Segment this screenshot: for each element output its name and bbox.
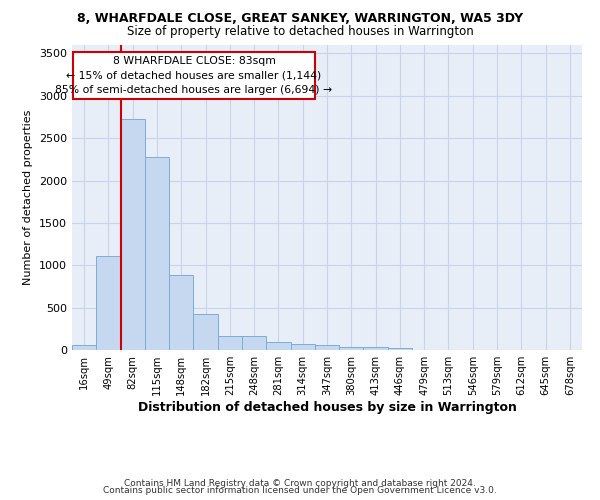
Bar <box>364 347 388 350</box>
Bar <box>169 276 193 350</box>
Text: 8 WHARFDALE CLOSE: 83sqm
← 15% of detached houses are smaller (1,144)
85% of sem: 8 WHARFDALE CLOSE: 83sqm ← 15% of detach… <box>55 56 332 96</box>
Text: Contains public sector information licensed under the Open Government Licence v3: Contains public sector information licen… <box>103 486 497 495</box>
Bar <box>73 52 315 99</box>
Bar <box>242 336 266 350</box>
Bar <box>339 346 364 350</box>
Bar <box>266 342 290 350</box>
Bar <box>193 314 218 350</box>
Y-axis label: Number of detached properties: Number of detached properties <box>23 110 34 285</box>
Bar <box>72 346 96 350</box>
X-axis label: Distribution of detached houses by size in Warrington: Distribution of detached houses by size … <box>137 401 517 414</box>
Bar <box>388 348 412 350</box>
Bar <box>145 157 169 350</box>
Text: Contains HM Land Registry data © Crown copyright and database right 2024.: Contains HM Land Registry data © Crown c… <box>124 478 476 488</box>
Text: Size of property relative to detached houses in Warrington: Size of property relative to detached ho… <box>127 25 473 38</box>
Bar <box>315 346 339 350</box>
Bar <box>218 336 242 350</box>
Bar <box>290 344 315 350</box>
Text: 8, WHARFDALE CLOSE, GREAT SANKEY, WARRINGTON, WA5 3DY: 8, WHARFDALE CLOSE, GREAT SANKEY, WARRIN… <box>77 12 523 26</box>
Bar <box>96 256 121 350</box>
Bar <box>121 118 145 350</box>
